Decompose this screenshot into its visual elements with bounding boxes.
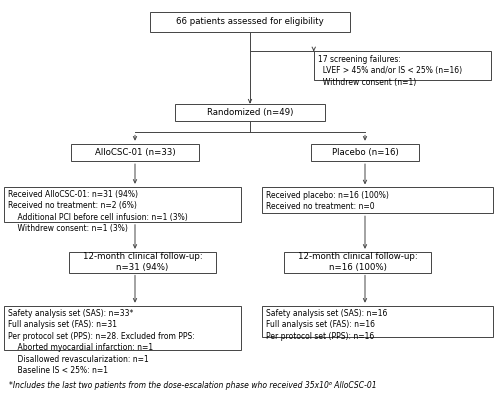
FancyBboxPatch shape (284, 252, 431, 273)
Text: 66 patients assessed for eligibility: 66 patients assessed for eligibility (176, 18, 324, 26)
Text: Randomized (n=49): Randomized (n=49) (207, 108, 293, 117)
FancyBboxPatch shape (4, 306, 241, 350)
Text: Safety analysis set (SAS): n=16
Full analysis set (FAS): n=16
Per protocol set (: Safety analysis set (SAS): n=16 Full ana… (266, 309, 388, 341)
FancyBboxPatch shape (311, 144, 418, 161)
Text: *Includes the last two patients from the dose-escalation phase who received 35x1: *Includes the last two patients from the… (9, 381, 376, 390)
FancyBboxPatch shape (72, 144, 199, 161)
FancyBboxPatch shape (175, 104, 325, 121)
FancyBboxPatch shape (314, 51, 491, 80)
FancyBboxPatch shape (262, 306, 493, 337)
FancyBboxPatch shape (150, 12, 350, 32)
Text: 17 screening failures:
  LVEF > 45% and/or IS < 25% (n=16)
  Withdrew consent (n: 17 screening failures: LVEF > 45% and/or… (318, 55, 462, 87)
Text: 12-month clinical follow-up:
n=16 (100%): 12-month clinical follow-up: n=16 (100%) (298, 252, 418, 273)
Text: Received AlloCSC-01: n=31 (94%)
Received no treatment: n=2 (6%)
    Additional P: Received AlloCSC-01: n=31 (94%) Received… (8, 190, 188, 233)
Text: AlloCSC-01 (n=33): AlloCSC-01 (n=33) (94, 148, 176, 157)
FancyBboxPatch shape (68, 252, 216, 273)
Text: Placebo (n=16): Placebo (n=16) (332, 148, 398, 157)
Text: Safety analysis set (SAS): n=33*
Full analysis set (FAS): n=31
Per protocol set : Safety analysis set (SAS): n=33* Full an… (8, 309, 194, 375)
Text: Received placebo: n=16 (100%)
Received no treatment: n=0: Received placebo: n=16 (100%) Received n… (266, 191, 389, 211)
Text: 12-month clinical follow-up:
n=31 (94%): 12-month clinical follow-up: n=31 (94%) (82, 252, 202, 273)
FancyBboxPatch shape (262, 188, 493, 213)
FancyBboxPatch shape (4, 187, 241, 222)
